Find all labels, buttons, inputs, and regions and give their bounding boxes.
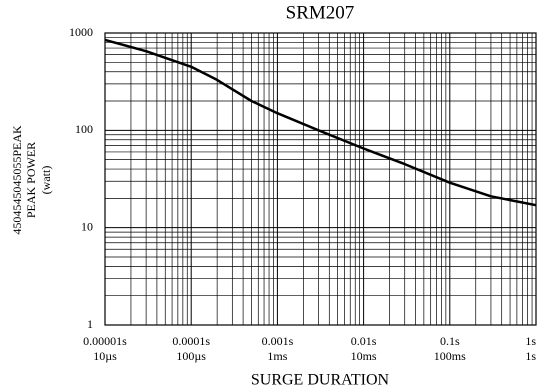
y-axis-label-line: PEAK POWER [24,142,38,218]
x-tick-sublabel: 100µs [176,349,206,363]
y-axis-label: 4504545045055PEAK PEAK POWER (watt) [10,125,53,235]
x-tick-label: 0.0001s [172,334,210,348]
y-axis-label-line: 4504545045055PEAK [10,125,24,235]
x-tick-label: 0.1s [440,334,460,348]
x-tick-sublabel: 100ms [434,349,466,363]
x-tick-sublabel: 10ms [351,349,377,363]
x-tick-label: 0.00001s [83,334,127,348]
x-axis-label: SURGE DURATION [251,372,390,389]
x-tick-label: 0.001s [262,334,294,348]
line [104,38,537,207]
x-tick-label: 1s [525,334,536,348]
y-tick-label: 1 [87,317,93,331]
x-tick-sublabel: 1ms [267,349,287,363]
y-tick-label: 100 [75,122,93,136]
chart-title: SRM207 [286,2,355,23]
plot-frame [104,32,537,326]
x-tick-sublabel: 1s [525,349,536,363]
x-tick-label: 0.01s [351,334,377,348]
y-axis-label-line: (watt) [39,166,53,195]
y-tick-label: 10 [81,219,93,233]
y-tick-label: 1000 [69,25,93,39]
x-tick-sublabel: 10µs [93,349,117,363]
